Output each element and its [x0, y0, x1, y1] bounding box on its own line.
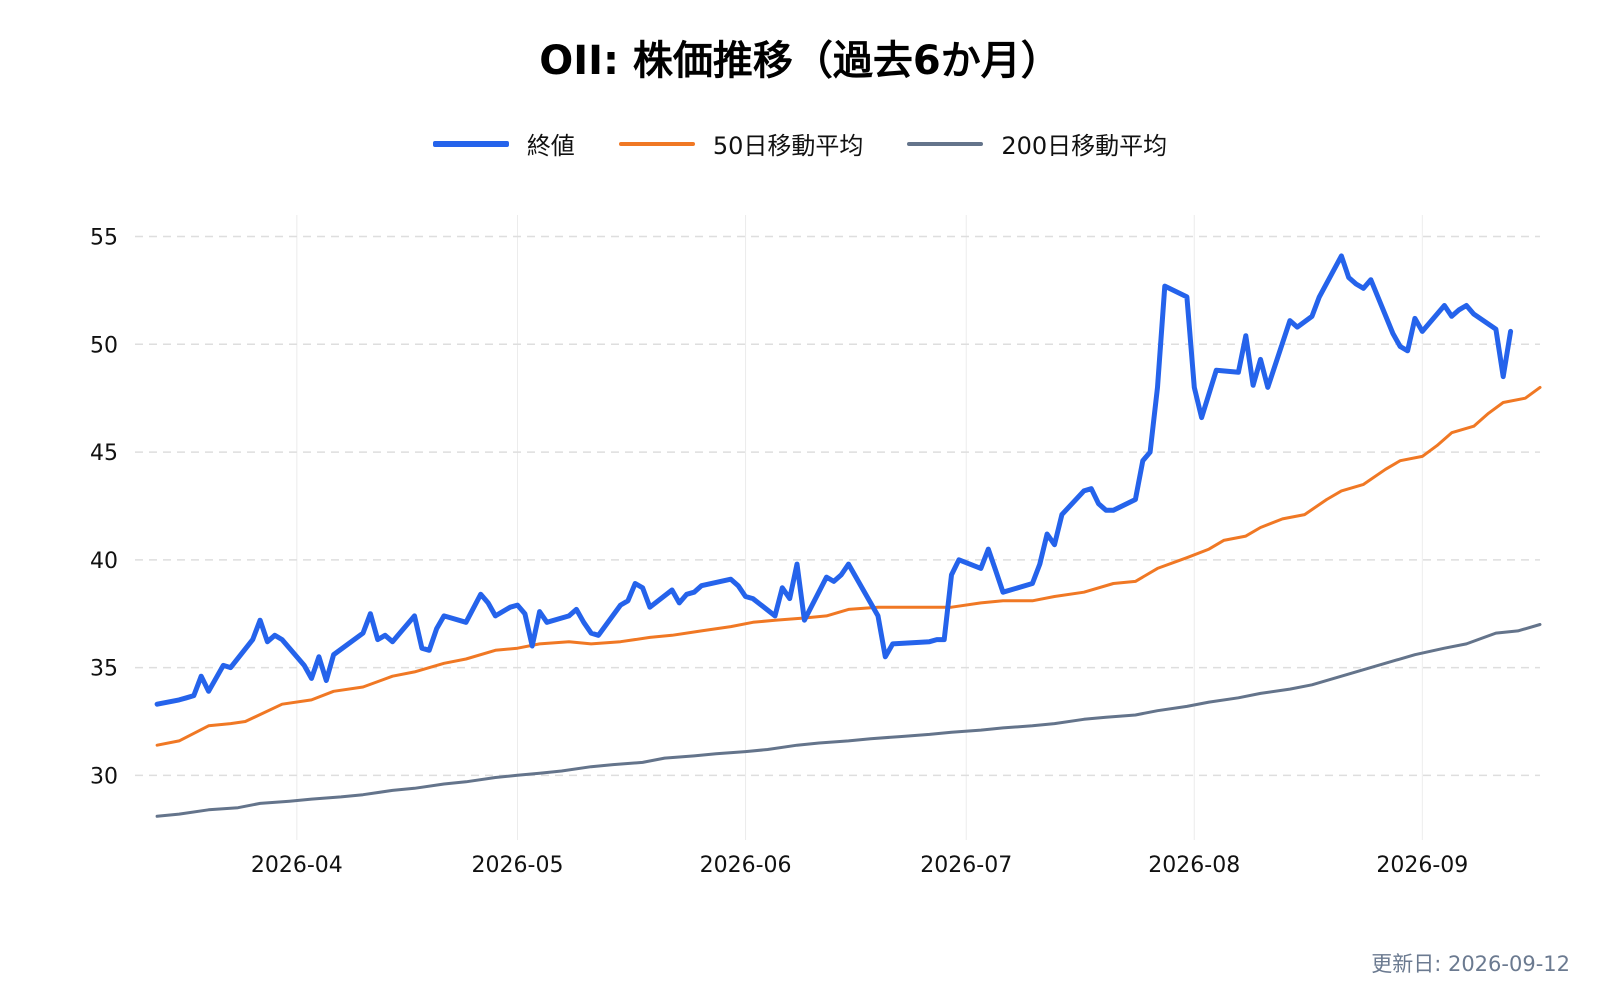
legend-swatch-ma200 — [907, 141, 984, 146]
x-tick-label: 2026-04 — [251, 853, 343, 878]
x-tick-label: 2026-09 — [1376, 853, 1468, 878]
legend: 終値 50日移動平均 200日移動平均 — [0, 126, 1600, 161]
x-tick-label: 2026-07 — [920, 853, 1012, 878]
legend-label-close: 終値 — [526, 132, 575, 160]
series-lines — [154, 253, 1542, 818]
legend-swatch-close — [432, 140, 509, 147]
y-tick-label: 50 — [90, 333, 118, 358]
x-tick-label: 2026-05 — [472, 853, 564, 878]
grid-lines — [135, 215, 1540, 840]
updated-date: 更新日: 2026-09-12 — [1371, 952, 1570, 976]
legend-swatch-ma50 — [618, 141, 695, 146]
series-line-1 — [155, 385, 1542, 747]
legend-item-close[interactable]: 終値 — [432, 126, 575, 161]
legend-label-ma200: 200日移動平均 — [1001, 132, 1168, 160]
y-tick-label: 40 — [90, 549, 118, 574]
legend-item-ma200[interactable]: 200日移動平均 — [907, 126, 1167, 161]
y-tick-label: 45 — [90, 441, 118, 466]
axis-tick-labels: 2026-04 2026-05 2026-06 2026-07 2026-08 2026-… — [90, 226, 1468, 878]
legend-label-ma50: 50日移動平均 — [712, 132, 864, 160]
y-tick-label: 55 — [90, 226, 118, 251]
legend-item-ma50[interactable]: 50日移動平均 — [618, 126, 864, 161]
y-tick-label: 35 — [90, 657, 118, 682]
series-line-2 — [155, 623, 1542, 818]
x-tick-label: 2026-08 — [1148, 853, 1240, 878]
y-tick-label: 30 — [90, 764, 118, 789]
x-tick-label: 2026-06 — [700, 853, 792, 878]
chart-title: OII: 株価推移（過去6か月） — [539, 38, 1061, 84]
series-line-0 — [154, 253, 1514, 707]
